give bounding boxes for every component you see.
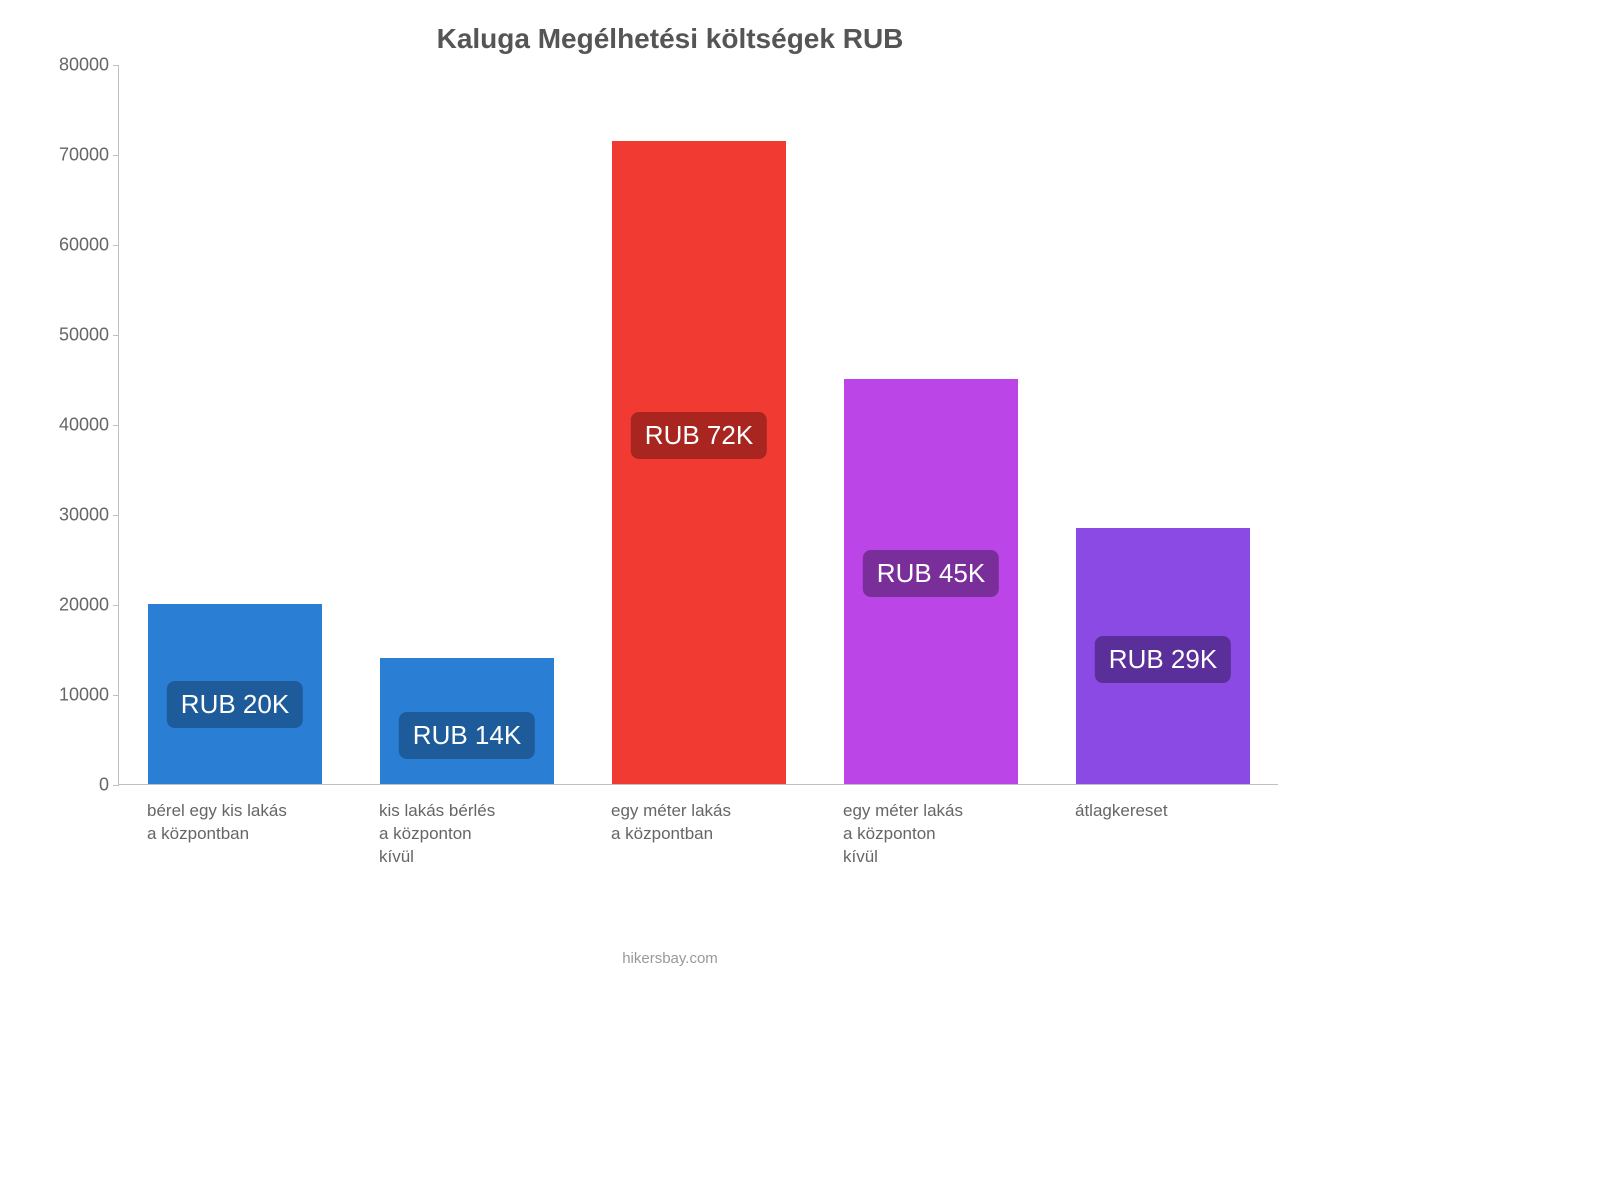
y-tick-mark [113,245,119,246]
x-tick-label: átlagkereset [1075,800,1249,823]
y-tick-label: 60000 [39,235,109,256]
value-label: RUB 72K [631,412,767,459]
y-tick-mark [113,605,119,606]
y-tick-mark [113,65,119,66]
plot-area: 0100002000030000400005000060000700008000… [118,65,1278,785]
chart-container: Kaluga Megélhetési költségek RUB 0100002… [30,15,1310,975]
y-tick-label: 70000 [39,145,109,166]
x-tick-label: egy méter lakás a központon kívül [843,800,1017,869]
x-axis-labels: bérel egy kis lakás a központban kis laká… [118,800,1278,920]
chart-title: Kaluga Megélhetési költségek RUB [30,15,1310,55]
y-tick-label: 80000 [39,55,109,76]
y-tick-mark [113,515,119,516]
y-tick-label: 10000 [39,685,109,706]
y-tick-label: 0 [39,775,109,796]
x-tick-label: kis lakás bérlés a központon kívül [379,800,553,869]
y-tick-label: 20000 [39,595,109,616]
x-tick-label: bérel egy kis lakás a központban [147,800,321,846]
y-tick-label: 40000 [39,415,109,436]
y-tick-mark [113,785,119,786]
y-tick-mark [113,695,119,696]
value-label: RUB 20K [167,681,303,728]
value-label: RUB 14K [399,712,535,759]
x-tick-label: egy méter lakás a központban [611,800,785,846]
value-label: RUB 45K [863,550,999,597]
value-label: RUB 29K [1095,636,1231,683]
y-tick-mark [113,335,119,336]
credit-text: hikersbay.com [30,950,1310,967]
y-tick-mark [113,425,119,426]
y-tick-mark [113,155,119,156]
y-tick-label: 30000 [39,505,109,526]
y-tick-label: 50000 [39,325,109,346]
bar [612,141,786,785]
